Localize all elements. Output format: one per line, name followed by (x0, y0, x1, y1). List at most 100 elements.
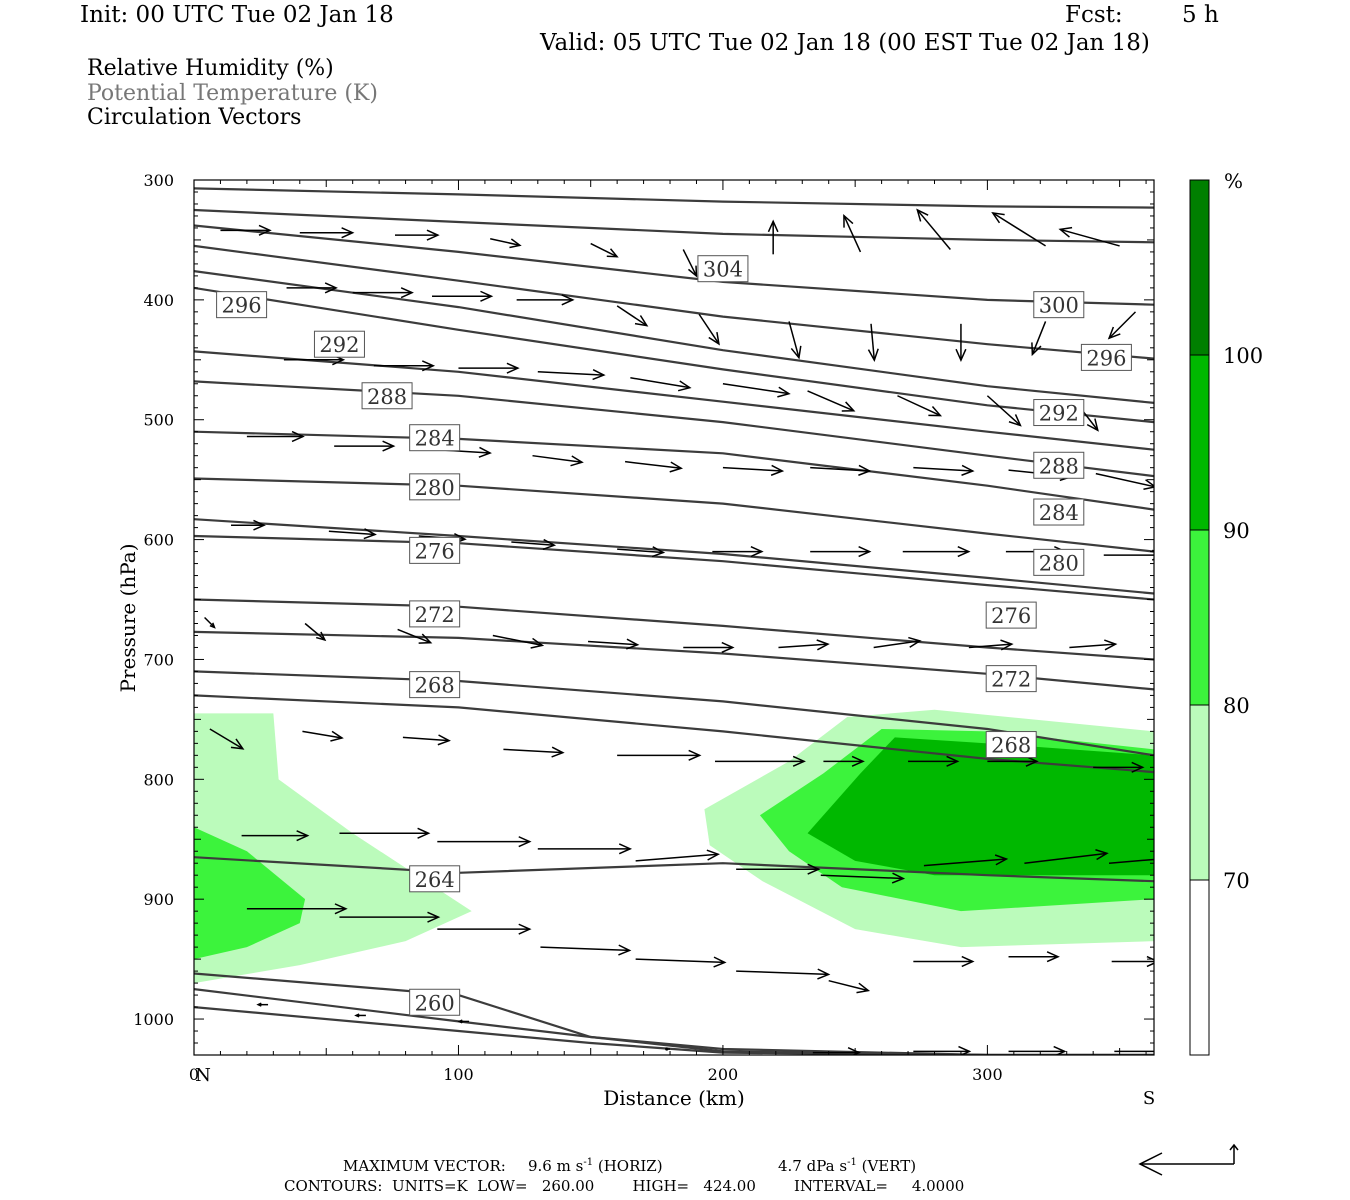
circulation-vector (812, 1047, 861, 1055)
circulation-vector (955, 323, 967, 362)
vector-head (324, 282, 338, 294)
circulation-vector (590, 242, 619, 258)
y-tick-label: 800 (143, 770, 174, 789)
y-tick-label: 500 (143, 411, 174, 430)
isentrope-label-box (985, 601, 1037, 629)
vector-head (851, 755, 865, 767)
colorbar: 70 80 90 100 (1189, 179, 1263, 1056)
circulation-vector (635, 849, 720, 862)
circulation-vector (537, 368, 606, 381)
field-theta-label: Potential Temperature (K) (87, 81, 378, 106)
vector-head (841, 401, 856, 412)
vector-shaft (682, 249, 698, 277)
circulation-vector (352, 287, 414, 299)
vector-head (916, 208, 929, 222)
y-tick-label: 600 (143, 531, 174, 550)
vector-head (750, 545, 764, 558)
vector-head (258, 224, 272, 236)
circulation-vector (767, 219, 779, 255)
circulation-vector (820, 872, 906, 884)
vector-head (509, 238, 522, 249)
isentrope-label: 280 (1039, 551, 1079, 575)
vector-head (669, 461, 684, 473)
vector-head (606, 248, 619, 258)
vector-head (651, 546, 666, 558)
isentrope-label: 276 (991, 604, 1031, 628)
circulation-vector (867, 323, 879, 362)
circulation-vector (624, 460, 684, 473)
circulation-vector (511, 538, 557, 551)
vector-shaft (736, 970, 829, 976)
circulation-vector (1114, 1047, 1167, 1057)
vector-head (634, 315, 649, 327)
vector-shaft (1031, 321, 1047, 355)
vector-head (478, 446, 492, 458)
vector-shaft (722, 383, 790, 395)
vector-head (592, 368, 606, 381)
circulation-vector (241, 830, 310, 842)
circulation-vector (617, 749, 702, 761)
circulation-vector (843, 213, 862, 253)
isentrope-label-box (985, 731, 1037, 759)
vector-head (382, 440, 396, 452)
circulation-vector (354, 1013, 366, 1018)
circulation-vector (540, 944, 632, 956)
vector-shaft (511, 541, 555, 547)
isentrope-280 (194, 518, 1154, 595)
vector-head (209, 622, 216, 629)
vector-head (816, 639, 830, 651)
isentrope-label: 296 (1086, 346, 1126, 370)
isentrope-label-box (216, 291, 268, 319)
circulation-vector (246, 430, 305, 443)
circulation-vector (986, 395, 1022, 427)
circulation-vector (683, 641, 735, 654)
isentrope-268 (194, 856, 1154, 883)
circulation-vector (1111, 955, 1154, 968)
vector-head (230, 738, 245, 750)
circulation-vector (630, 377, 692, 392)
vector-head (518, 923, 532, 935)
vector-head (506, 362, 520, 374)
circulation-vector (339, 827, 431, 839)
circulation-vector (231, 519, 266, 531)
circulation-vector (698, 313, 720, 346)
circulation-vector (1108, 858, 1154, 864)
vector-head (427, 911, 441, 923)
circulation-vector (328, 528, 377, 540)
circulation-vector (204, 616, 216, 629)
colorbar-band (1189, 704, 1210, 881)
circulation-vector (503, 746, 565, 758)
y-tick-label: 1000 (133, 1010, 174, 1029)
vector-head (421, 360, 436, 372)
vector-head (688, 749, 702, 761)
circulation-vector (968, 639, 1014, 651)
vector-head (843, 213, 854, 228)
isentrope-280 (194, 534, 1154, 601)
isentrope-296 (194, 244, 1154, 360)
vector-head (530, 637, 545, 649)
vector-head (721, 641, 735, 654)
y-tick-label: 700 (143, 650, 174, 669)
vector-head (1025, 755, 1039, 767)
vector-shaft (204, 616, 216, 628)
vector-head (1156, 1047, 1167, 1057)
vector-shaft (304, 622, 326, 641)
vector-head (618, 944, 632, 956)
vector-shaft (1108, 858, 1154, 864)
vector-head (296, 830, 310, 842)
vector-shaft (540, 946, 630, 952)
isentrope-label: 284 (415, 427, 455, 451)
vector-shaft (1108, 311, 1137, 339)
vector-head (1143, 479, 1154, 490)
vector-shaft (986, 395, 1021, 427)
circulation-vector (665, 1047, 671, 1051)
isentrope-292 (194, 270, 1154, 404)
vector-head (994, 854, 1009, 866)
circulation-vector (1069, 639, 1118, 651)
isentrope-label-box (409, 988, 461, 1016)
circulation-vector (1093, 761, 1145, 773)
vector-head (665, 1047, 669, 1051)
vector-head (961, 955, 975, 968)
y-axis-title: Pressure (hPa) (116, 544, 140, 693)
circulation-vector (1095, 472, 1154, 490)
